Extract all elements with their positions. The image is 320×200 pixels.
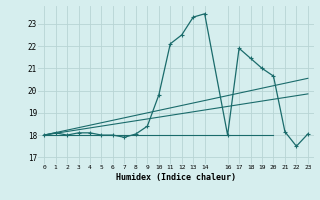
X-axis label: Humidex (Indice chaleur): Humidex (Indice chaleur) (116, 173, 236, 182)
